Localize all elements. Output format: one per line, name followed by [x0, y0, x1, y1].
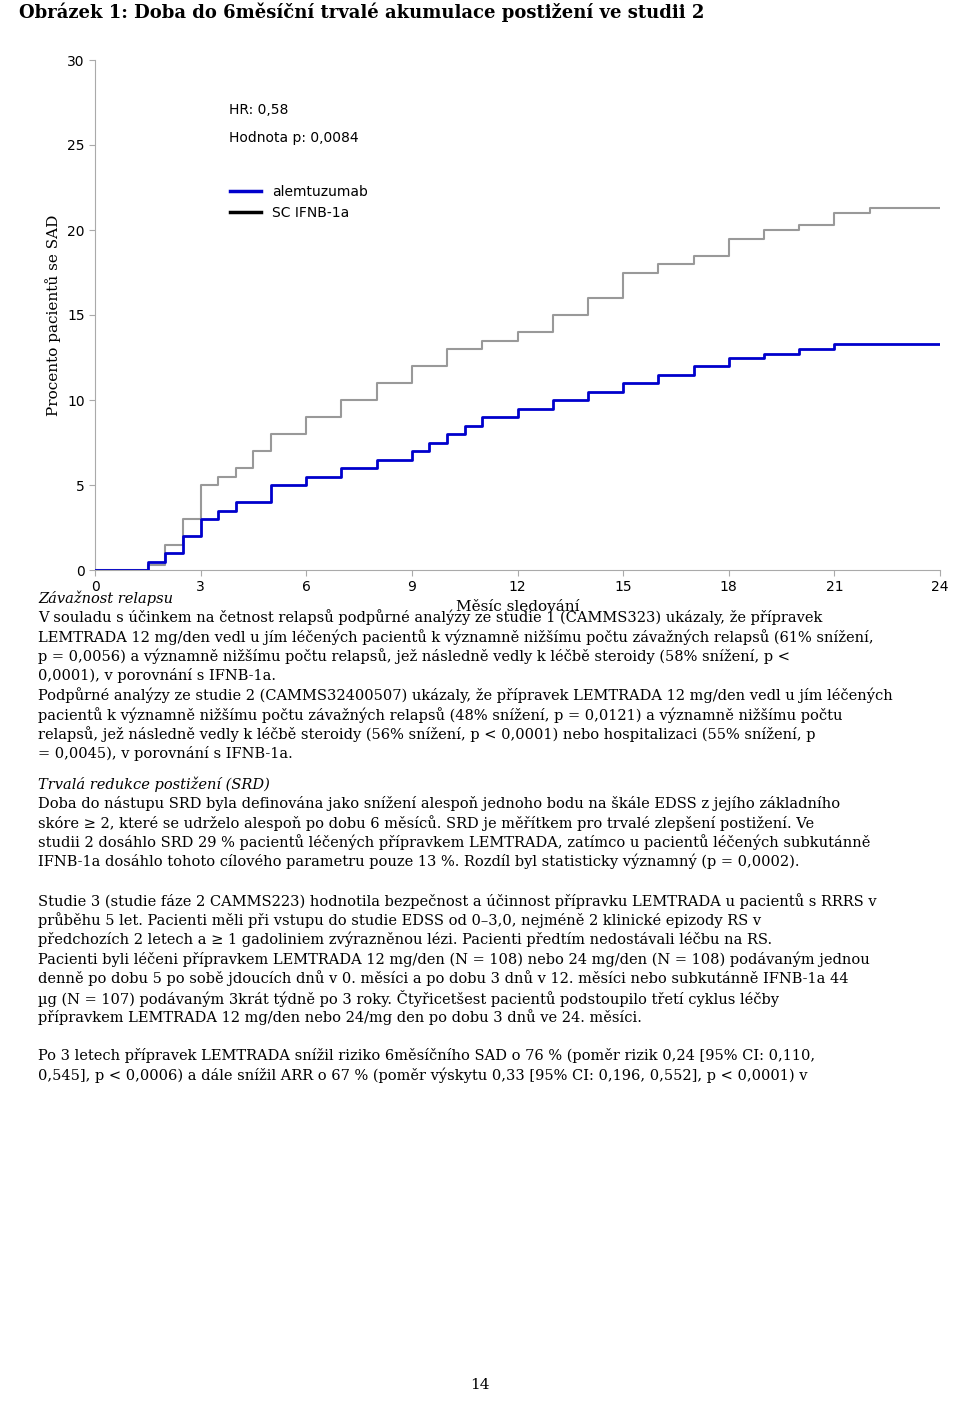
Text: Pacienti byli léčeni přípravkem LEMTRADA 12 mg/den (N = 108) nebo 24 mg/den (N =: Pacienti byli léčeni přípravkem LEMTRADA…	[38, 951, 870, 967]
Text: Studie 3 (studie fáze 2 CAMMS223) hodnotila bezpečnost a účinnost přípravku LEMT: Studie 3 (studie fáze 2 CAMMS223) hodnot…	[38, 893, 877, 909]
Text: 0,545], p < 0,0006) a dále snížil ARR o 67 % (poměr výskytu 0,33 [95% CI: 0,196,: 0,545], p < 0,0006) a dále snížil ARR o …	[38, 1068, 808, 1083]
Text: předchozích 2 letech a ≥ 1 gadoliniem zvýrazněnou lézi. Pacienti předtím nedostá: předchozích 2 letech a ≥ 1 gadoliniem zv…	[38, 932, 773, 947]
Y-axis label: Procento pacientů se SAD: Procento pacientů se SAD	[45, 214, 61, 415]
Text: pacientů k významně nižšímu počtu závažných relapsů (48% snížení, p = 0,0121) a : pacientů k významně nižšímu počtu závažn…	[38, 706, 843, 723]
Text: Hodnota p: 0,0084: Hodnota p: 0,0084	[228, 132, 358, 146]
Text: přípravkem LEMTRADA 12 mg/den nebo 24/mg den po dobu 3 dnů ve 24. měsíci.: přípravkem LEMTRADA 12 mg/den nebo 24/mg…	[38, 1010, 642, 1025]
Text: LEMTRADA 12 mg/den vedl u jím léčených pacientů k významně nižšímu počtu závažný: LEMTRADA 12 mg/den vedl u jím léčených p…	[38, 630, 874, 645]
Text: Obrázek 1: Doba do 6měsíční trvalé akumulace postižení ve studii 2: Obrázek 1: Doba do 6měsíční trvalé akumu…	[19, 3, 705, 23]
Text: 14: 14	[470, 1378, 490, 1392]
Text: Podpůrné analýzy ze studie 2 (CAMMS32400507) ukázaly, že přípravek LEMTRADA 12 m: Podpůrné analýzy ze studie 2 (CAMMS32400…	[38, 688, 893, 703]
Text: p = 0,0056) a významně nižšímu počtu relapsů, jež následně vedly k léčbě steroid: p = 0,0056) a významně nižšímu počtu rel…	[38, 648, 790, 664]
Text: 0,0001), v porovnání s IFNB-1a.: 0,0001), v porovnání s IFNB-1a.	[38, 668, 276, 683]
X-axis label: Měsíc sledování: Měsíc sledování	[456, 600, 579, 614]
Text: Trvalá redukce postižení (SRD): Trvalá redukce postižení (SRD)	[38, 776, 271, 791]
Text: µg (N = 107) podávaným 3krát týdně po 3 roky. Čtyřicetšest pacientů podstoupilo : µg (N = 107) podávaným 3krát týdně po 3 …	[38, 990, 780, 1007]
Legend: alemtuzumab, SC IFNB-1a: alemtuzumab, SC IFNB-1a	[225, 179, 373, 225]
Text: = 0,0045), v porovnání s IFNB-1a.: = 0,0045), v porovnání s IFNB-1a.	[38, 746, 293, 760]
Text: denně po dobu 5 po sobě jdoucích dnů v 0. měsíci a po dobu 3 dnů v 12. měsíci ne: denně po dobu 5 po sobě jdoucích dnů v 0…	[38, 970, 849, 987]
Text: V souladu s účinkem na četnost relapsů podpůrné analýzy ze studie 1 (CAMMS323) u: V souladu s účinkem na četnost relapsů p…	[38, 610, 823, 625]
Text: Závažnost relapsu: Závažnost relapsu	[38, 590, 174, 605]
Text: HR: 0,58: HR: 0,58	[228, 102, 288, 116]
Text: IFNB-1a dosáhlo tohoto cílového parametru pouze 13 %. Rozdíl byl statisticky výz: IFNB-1a dosáhlo tohoto cílového parametr…	[38, 854, 800, 869]
Text: Po 3 letech přípravek LEMTRADA snížil riziko 6měsíčního SAD o 76 % (poměr rizik : Po 3 letech přípravek LEMTRADA snížil ri…	[38, 1048, 816, 1064]
Text: studii 2 dosáhlo SRD 29 % pacientů léčených přípravkem LEMTRADA, zatímco u pacie: studii 2 dosáhlo SRD 29 % pacientů léčen…	[38, 834, 871, 851]
Text: skóre ≥ 2, které se udrželo alespoň po dobu 6 měsíců. SRD je měřítkem pro trvalé: skóre ≥ 2, které se udrželo alespoň po d…	[38, 815, 814, 831]
Text: relapsů, jež následně vedly k léčbě steroidy (56% snížení, p < 0,0001) nebo hosp: relapsů, jež následně vedly k léčbě ster…	[38, 726, 816, 742]
Text: průběhu 5 let. Pacienti měli při vstupu do studie EDSS od 0–3,0, nejméně 2 klini: průběhu 5 let. Pacienti měli při vstupu …	[38, 912, 761, 929]
Text: Doba do nástupu SRD byla definována jako snížení alespoň jednoho bodu na škále E: Doba do nástupu SRD byla definována jako…	[38, 795, 841, 811]
